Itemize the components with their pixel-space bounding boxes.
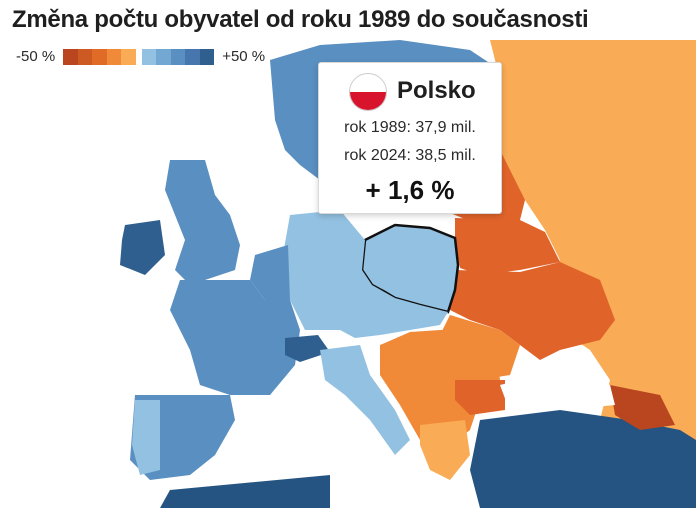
tooltip-row2-label: rok 2024: [344,147,411,164]
legend-swatches [63,48,215,65]
legend-swatch-neg-2 [77,48,93,65]
legend-swatch-pos-5 [199,48,215,65]
legend-swatch-pos-3 [170,48,186,65]
country-tooltip: Polsko rok 1989: 37,9 mil. rok 2024: 38,… [318,62,502,214]
region-portugal[interactable] [132,400,160,475]
region-turkey[interactable] [470,410,696,508]
legend-swatch-pos-2 [156,48,171,65]
tooltip-country-name: Polsko [397,77,476,104]
tooltip-change-value: + 1,6 % [365,175,455,205]
region-belarus[interactable] [455,218,560,275]
legend-swatch-neg-3 [92,48,107,65]
legend-max-label: +50 % [222,48,266,65]
legend-min-label: -50 % [16,48,56,65]
legend-swatch-neg-1 [63,48,78,65]
legend-swatch-pos-4 [185,48,200,65]
tooltip-row2-value: 38,5 mil. [415,147,476,164]
tooltip-row-2024: rok 2024: 38,5 mil. [319,147,501,165]
region-ukraine[interactable] [445,262,615,360]
region-benelux[interactable] [250,245,290,300]
region-bulgaria[interactable] [455,380,505,415]
region-ireland[interactable] [120,220,165,275]
tooltip-row-1989: rok 1989: 37,9 mil. [319,119,501,137]
color-legend: -50 % +50 % [16,48,265,65]
region-switzerland[interactable] [285,335,330,362]
region-romania[interactable] [440,315,520,380]
region-central[interactable] [340,285,448,338]
poland-flag-icon [349,73,387,111]
region-france[interactable] [170,280,300,395]
tooltip-row1-label: rok 1989: [344,119,411,136]
region-greece[interactable] [420,420,470,480]
black-sea [500,370,615,412]
region-north-africa[interactable] [160,475,330,508]
region-caucasus[interactable] [610,385,675,430]
region-italy[interactable] [320,345,410,455]
page-title: Změna počtu obyvatel od roku 1989 do sou… [12,6,589,33]
legend-swatch-pos-1 [141,48,157,65]
legend-swatch-neg-4 [106,48,122,65]
region-great-britain[interactable] [165,160,240,285]
tooltip-row1-value: 37,9 mil. [415,119,476,136]
region-russia[interactable] [490,40,696,508]
legend-swatch-neg-5 [121,48,136,65]
